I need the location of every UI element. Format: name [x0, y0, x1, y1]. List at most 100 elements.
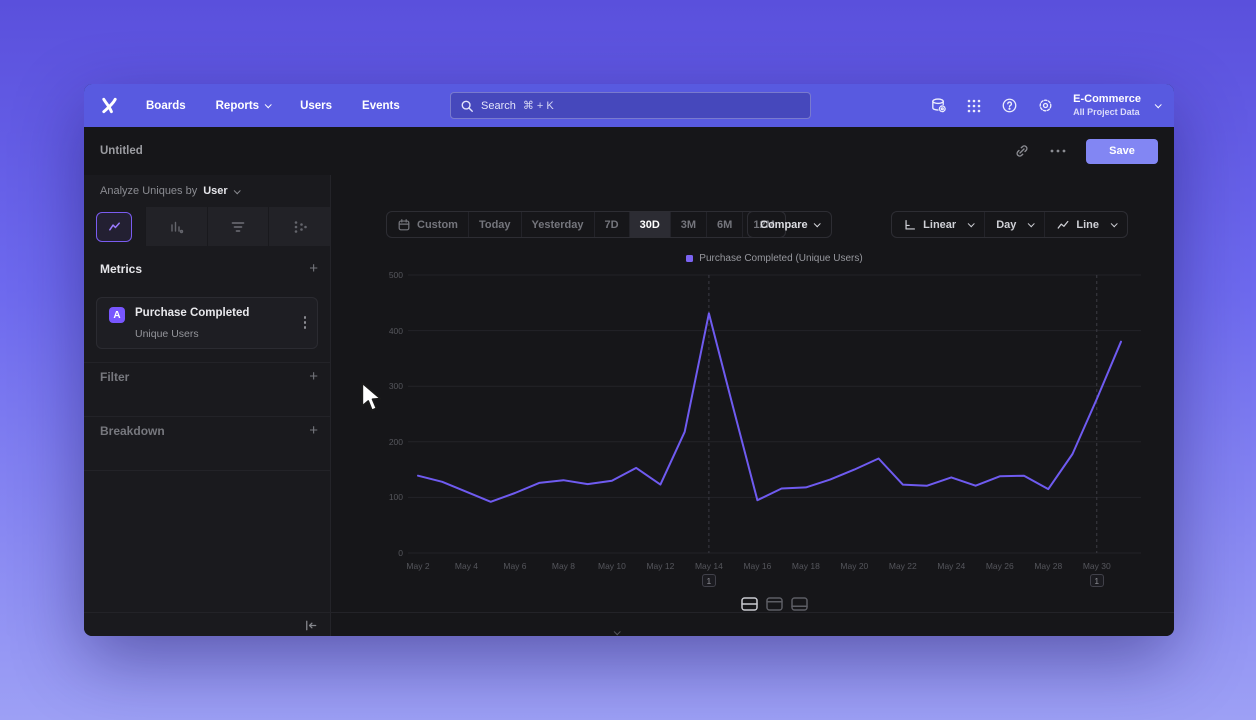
chart-display-controls: Linear Day Line	[891, 211, 1128, 238]
x-axis-label: May 30	[1082, 561, 1111, 571]
y-axis-label: 0	[398, 548, 403, 558]
filter-section-header: Filter +	[100, 369, 318, 384]
granularity-dropdown[interactable]: Day	[984, 212, 1044, 237]
metric-subtitle[interactable]: Unique Users	[135, 328, 199, 340]
add-breakdown-button[interactable]: +	[309, 422, 318, 439]
metric-card[interactable]: A Purchase Completed Unique Users	[96, 297, 318, 349]
x-axis-label: May 26	[985, 561, 1014, 571]
metric-options-icon[interactable]	[301, 313, 310, 332]
x-axis-label: May 10	[597, 561, 626, 571]
metrics-section-header: Metrics +	[100, 261, 318, 276]
analyze-row: Analyze Uniques by User	[100, 185, 241, 197]
chart-legend[interactable]: Purchase Completed (Unique Users)	[408, 253, 1141, 264]
nav-events[interactable]: Events	[362, 99, 400, 112]
help-icon[interactable]	[1001, 97, 1018, 114]
mixpanel-logo-icon[interactable]	[98, 95, 120, 117]
annotation-badge[interactable]: 1	[701, 574, 716, 587]
collapse-sidebar-icon[interactable]	[303, 618, 318, 636]
bottom-divider	[84, 612, 1174, 613]
x-axis-label: May 8	[551, 561, 576, 571]
tab-insights-line[interactable]	[84, 207, 145, 246]
y-axis-label: 100	[388, 492, 403, 503]
y-axis-label: 200	[388, 436, 403, 447]
apps-grid-icon[interactable]	[966, 98, 982, 114]
flows-icon	[294, 220, 307, 233]
y-axis-label: 400	[388, 325, 403, 336]
project-selector[interactable]: E-Commerce All Project Data	[1073, 93, 1162, 118]
x-axis-label: May 6	[503, 561, 527, 571]
x-axis-label: May 28	[1034, 561, 1063, 571]
nav-reports[interactable]: Reports	[216, 100, 272, 112]
report-header: Untitled Save	[84, 127, 1174, 175]
date-range-3m[interactable]: 3M	[669, 212, 706, 237]
copy-link-icon[interactable]	[1014, 143, 1030, 159]
date-range-custom[interactable]: Custom	[387, 212, 468, 237]
x-axis-label: May 12	[646, 561, 675, 571]
calendar-icon	[398, 218, 410, 230]
app-window: Boards Reports Users Events Search ⌘ + K	[84, 84, 1174, 636]
x-axis-label: May 4	[454, 561, 479, 571]
split-rows-view-icon[interactable]	[741, 597, 758, 611]
settings-gear-icon[interactable]	[1037, 97, 1054, 114]
date-range-6m[interactable]: 6M	[706, 212, 742, 237]
chevron-down-icon	[967, 220, 975, 228]
tab-funnel[interactable]	[206, 207, 269, 246]
date-range-12m[interactable]: 12M	[742, 212, 784, 237]
bar-chart-icon	[171, 221, 184, 233]
metrics-label: Metrics	[100, 261, 143, 276]
x-axis-label: May 24	[937, 561, 966, 571]
x-axis-label: May 18	[791, 561, 820, 571]
compare-button[interactable]: Compare	[747, 211, 832, 238]
funnel-icon	[231, 221, 245, 232]
y-axis-label: 500	[388, 270, 403, 280]
chart-type-dropdown[interactable]: Line	[1044, 212, 1127, 237]
chevron-down-icon	[1028, 220, 1036, 228]
section-divider	[84, 416, 330, 417]
top-navigation-bar: Boards Reports Users Events Search ⌘ + K	[84, 84, 1174, 127]
header-top-view-icon[interactable]	[766, 597, 783, 611]
header-bottom-view-icon[interactable]	[791, 597, 808, 611]
chart-canvas[interactable]	[408, 274, 1141, 554]
chevron-down-icon	[233, 186, 241, 194]
date-range-today[interactable]: Today	[467, 212, 521, 237]
scroll-down-chevron-icon[interactable]	[608, 622, 621, 636]
analyze-prefix-label: Analyze Uniques by	[100, 185, 198, 197]
report-title[interactable]: Untitled	[100, 145, 143, 157]
x-axis-label: May 20	[840, 561, 869, 571]
linear-axis-icon	[905, 219, 916, 230]
data-management-icon[interactable]	[930, 97, 947, 114]
more-options-button[interactable]	[1050, 149, 1066, 153]
tab-bar-chart[interactable]	[144, 207, 207, 246]
insights-line-icon	[96, 211, 133, 242]
x-axis-label: May 2	[406, 561, 430, 571]
date-range-30d[interactable]: 30D	[628, 212, 670, 237]
query-builder-sidebar: Analyze Uniques by User Metrics +	[84, 175, 330, 636]
add-filter-button[interactable]: +	[309, 368, 318, 385]
visualization-tabs	[84, 207, 330, 246]
date-range-selector: Custom Today Yesterday 7D 30D 3M 6M 12M	[386, 211, 786, 238]
tab-flows[interactable]	[268, 207, 330, 246]
legend-label: Purchase Completed (Unique Users)	[699, 253, 863, 264]
project-name: E-Commerce	[1073, 93, 1141, 105]
y-axis-label: 300	[388, 381, 403, 392]
project-subtitle: All Project Data	[1073, 106, 1140, 117]
x-axis-label: May 16	[743, 561, 772, 571]
chevron-down-icon	[1154, 101, 1162, 109]
metric-badge: A	[109, 307, 125, 323]
save-button[interactable]: Save	[1086, 138, 1158, 164]
date-range-7d[interactable]: 7D	[593, 212, 629, 237]
nav-boards[interactable]: Boards	[146, 99, 186, 112]
nav-users[interactable]: Users	[300, 99, 333, 112]
annotation-badge[interactable]: 1	[1089, 574, 1104, 587]
metric-title: Purchase Completed	[135, 307, 250, 319]
search-input[interactable]: Search ⌘ + K	[450, 92, 811, 119]
x-axis-label: May 14	[694, 561, 723, 571]
add-metric-button[interactable]: +	[309, 260, 318, 277]
section-divider	[84, 470, 330, 471]
analyze-by-dropdown[interactable]: User	[203, 185, 241, 197]
breakdown-section-header: Breakdown +	[100, 423, 318, 438]
scale-dropdown[interactable]: Linear	[892, 212, 984, 237]
date-range-yesterday[interactable]: Yesterday	[520, 212, 594, 237]
chart-panel: Custom Today Yesterday 7D 30D 3M 6M 12M …	[330, 175, 1174, 636]
search-icon	[461, 100, 473, 112]
